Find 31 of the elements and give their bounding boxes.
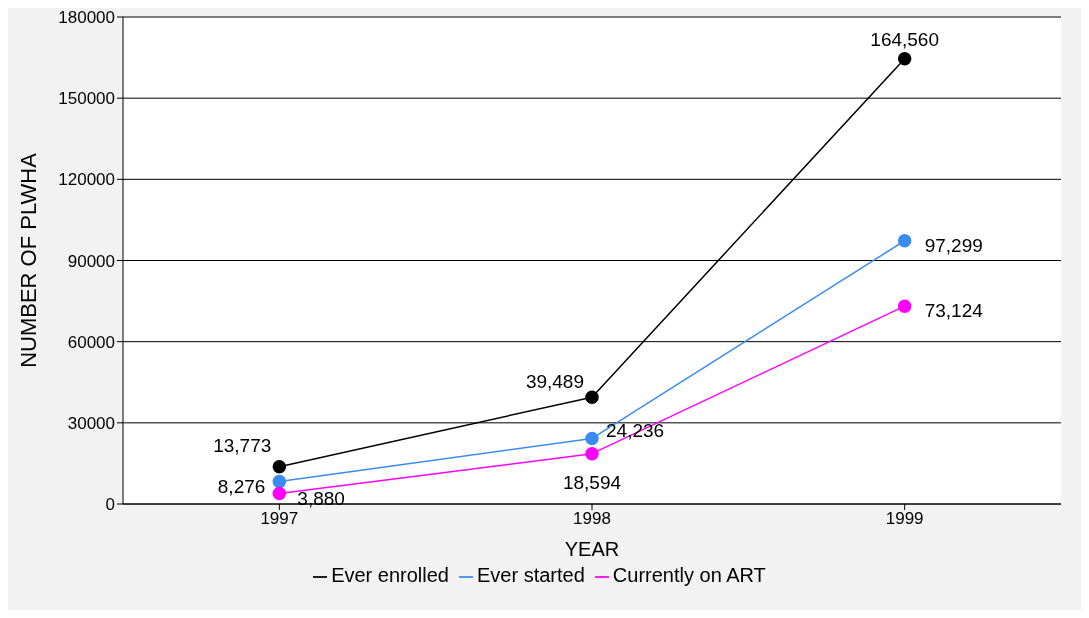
data-label: 164,560 <box>870 28 940 50</box>
point <box>272 486 287 501</box>
y-tick-label: 30000 <box>67 413 115 433</box>
data-label: 39,489 <box>525 371 584 393</box>
data-label: 13,773 <box>213 434 272 456</box>
legend-label: Currently on ART <box>612 564 766 586</box>
y-tick-label: 120000 <box>58 170 115 190</box>
x-tick-label: 1999 <box>885 509 924 529</box>
point <box>897 52 912 66</box>
legend-label: Ever enrolled <box>331 564 449 586</box>
point <box>585 431 599 446</box>
point <box>585 390 599 404</box>
point <box>272 459 287 474</box>
point <box>585 446 599 461</box>
point <box>897 299 912 313</box>
y-tick-label: 150000 <box>58 89 115 109</box>
y-tick-label: 60000 <box>67 332 115 352</box>
legend-label: Ever started <box>476 564 585 586</box>
data-label: 73,124 <box>924 300 984 322</box>
y-tick-label: 180000 <box>58 8 115 28</box>
x-tick-label: 1998 <box>573 509 611 529</box>
y-axis-title: NUMBER OF PLWHA <box>15 152 41 368</box>
data-label: 18,594 <box>562 471 622 493</box>
point <box>272 474 287 489</box>
point <box>897 234 912 248</box>
data-label: 97,299 <box>924 234 983 256</box>
x-axis-title: YEAR <box>564 538 620 560</box>
y-tick-label: 90000 <box>67 251 115 271</box>
x-tick-label: 1997 <box>260 509 299 529</box>
data-label: 8,276 <box>217 475 266 497</box>
y-tick-label: 0 <box>105 495 115 515</box>
